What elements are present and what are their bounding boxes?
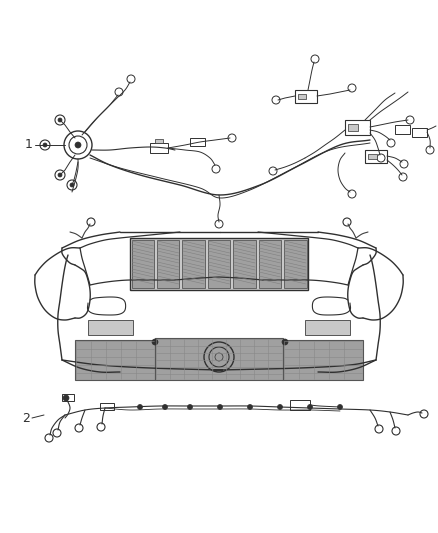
Bar <box>395 125 410 134</box>
Bar <box>131 240 154 288</box>
Circle shape <box>58 118 62 122</box>
Circle shape <box>282 339 288 345</box>
Bar <box>88 320 133 335</box>
Circle shape <box>63 395 69 401</box>
Circle shape <box>58 173 62 177</box>
Bar <box>348 124 358 131</box>
Circle shape <box>75 142 81 148</box>
Bar <box>75 340 155 380</box>
Circle shape <box>278 405 283 409</box>
Bar <box>284 240 307 288</box>
Circle shape <box>152 339 158 345</box>
Bar <box>345 120 370 135</box>
Circle shape <box>215 353 223 361</box>
Circle shape <box>162 405 167 409</box>
Bar <box>412 128 427 137</box>
Bar <box>190 138 205 146</box>
Bar <box>208 240 230 288</box>
Circle shape <box>138 405 142 409</box>
Circle shape <box>307 405 312 409</box>
Bar <box>62 394 74 401</box>
Bar <box>368 154 377 159</box>
Bar <box>157 240 179 288</box>
Bar <box>130 238 308 290</box>
Bar <box>155 139 163 143</box>
Bar <box>233 240 256 288</box>
Bar <box>295 90 317 103</box>
Bar <box>182 240 205 288</box>
Bar <box>150 143 168 153</box>
Text: 2: 2 <box>22 411 30 424</box>
Circle shape <box>43 143 47 147</box>
Bar <box>155 338 283 380</box>
Circle shape <box>70 183 74 187</box>
Bar <box>305 320 350 335</box>
Bar <box>298 94 306 99</box>
Circle shape <box>338 405 343 409</box>
Bar <box>100 403 114 410</box>
Circle shape <box>187 405 192 409</box>
Bar <box>259 240 281 288</box>
Bar <box>365 150 387 163</box>
Circle shape <box>218 405 223 409</box>
Circle shape <box>247 405 252 409</box>
Bar <box>290 400 310 410</box>
Bar <box>283 340 363 380</box>
Text: 1: 1 <box>25 139 33 151</box>
